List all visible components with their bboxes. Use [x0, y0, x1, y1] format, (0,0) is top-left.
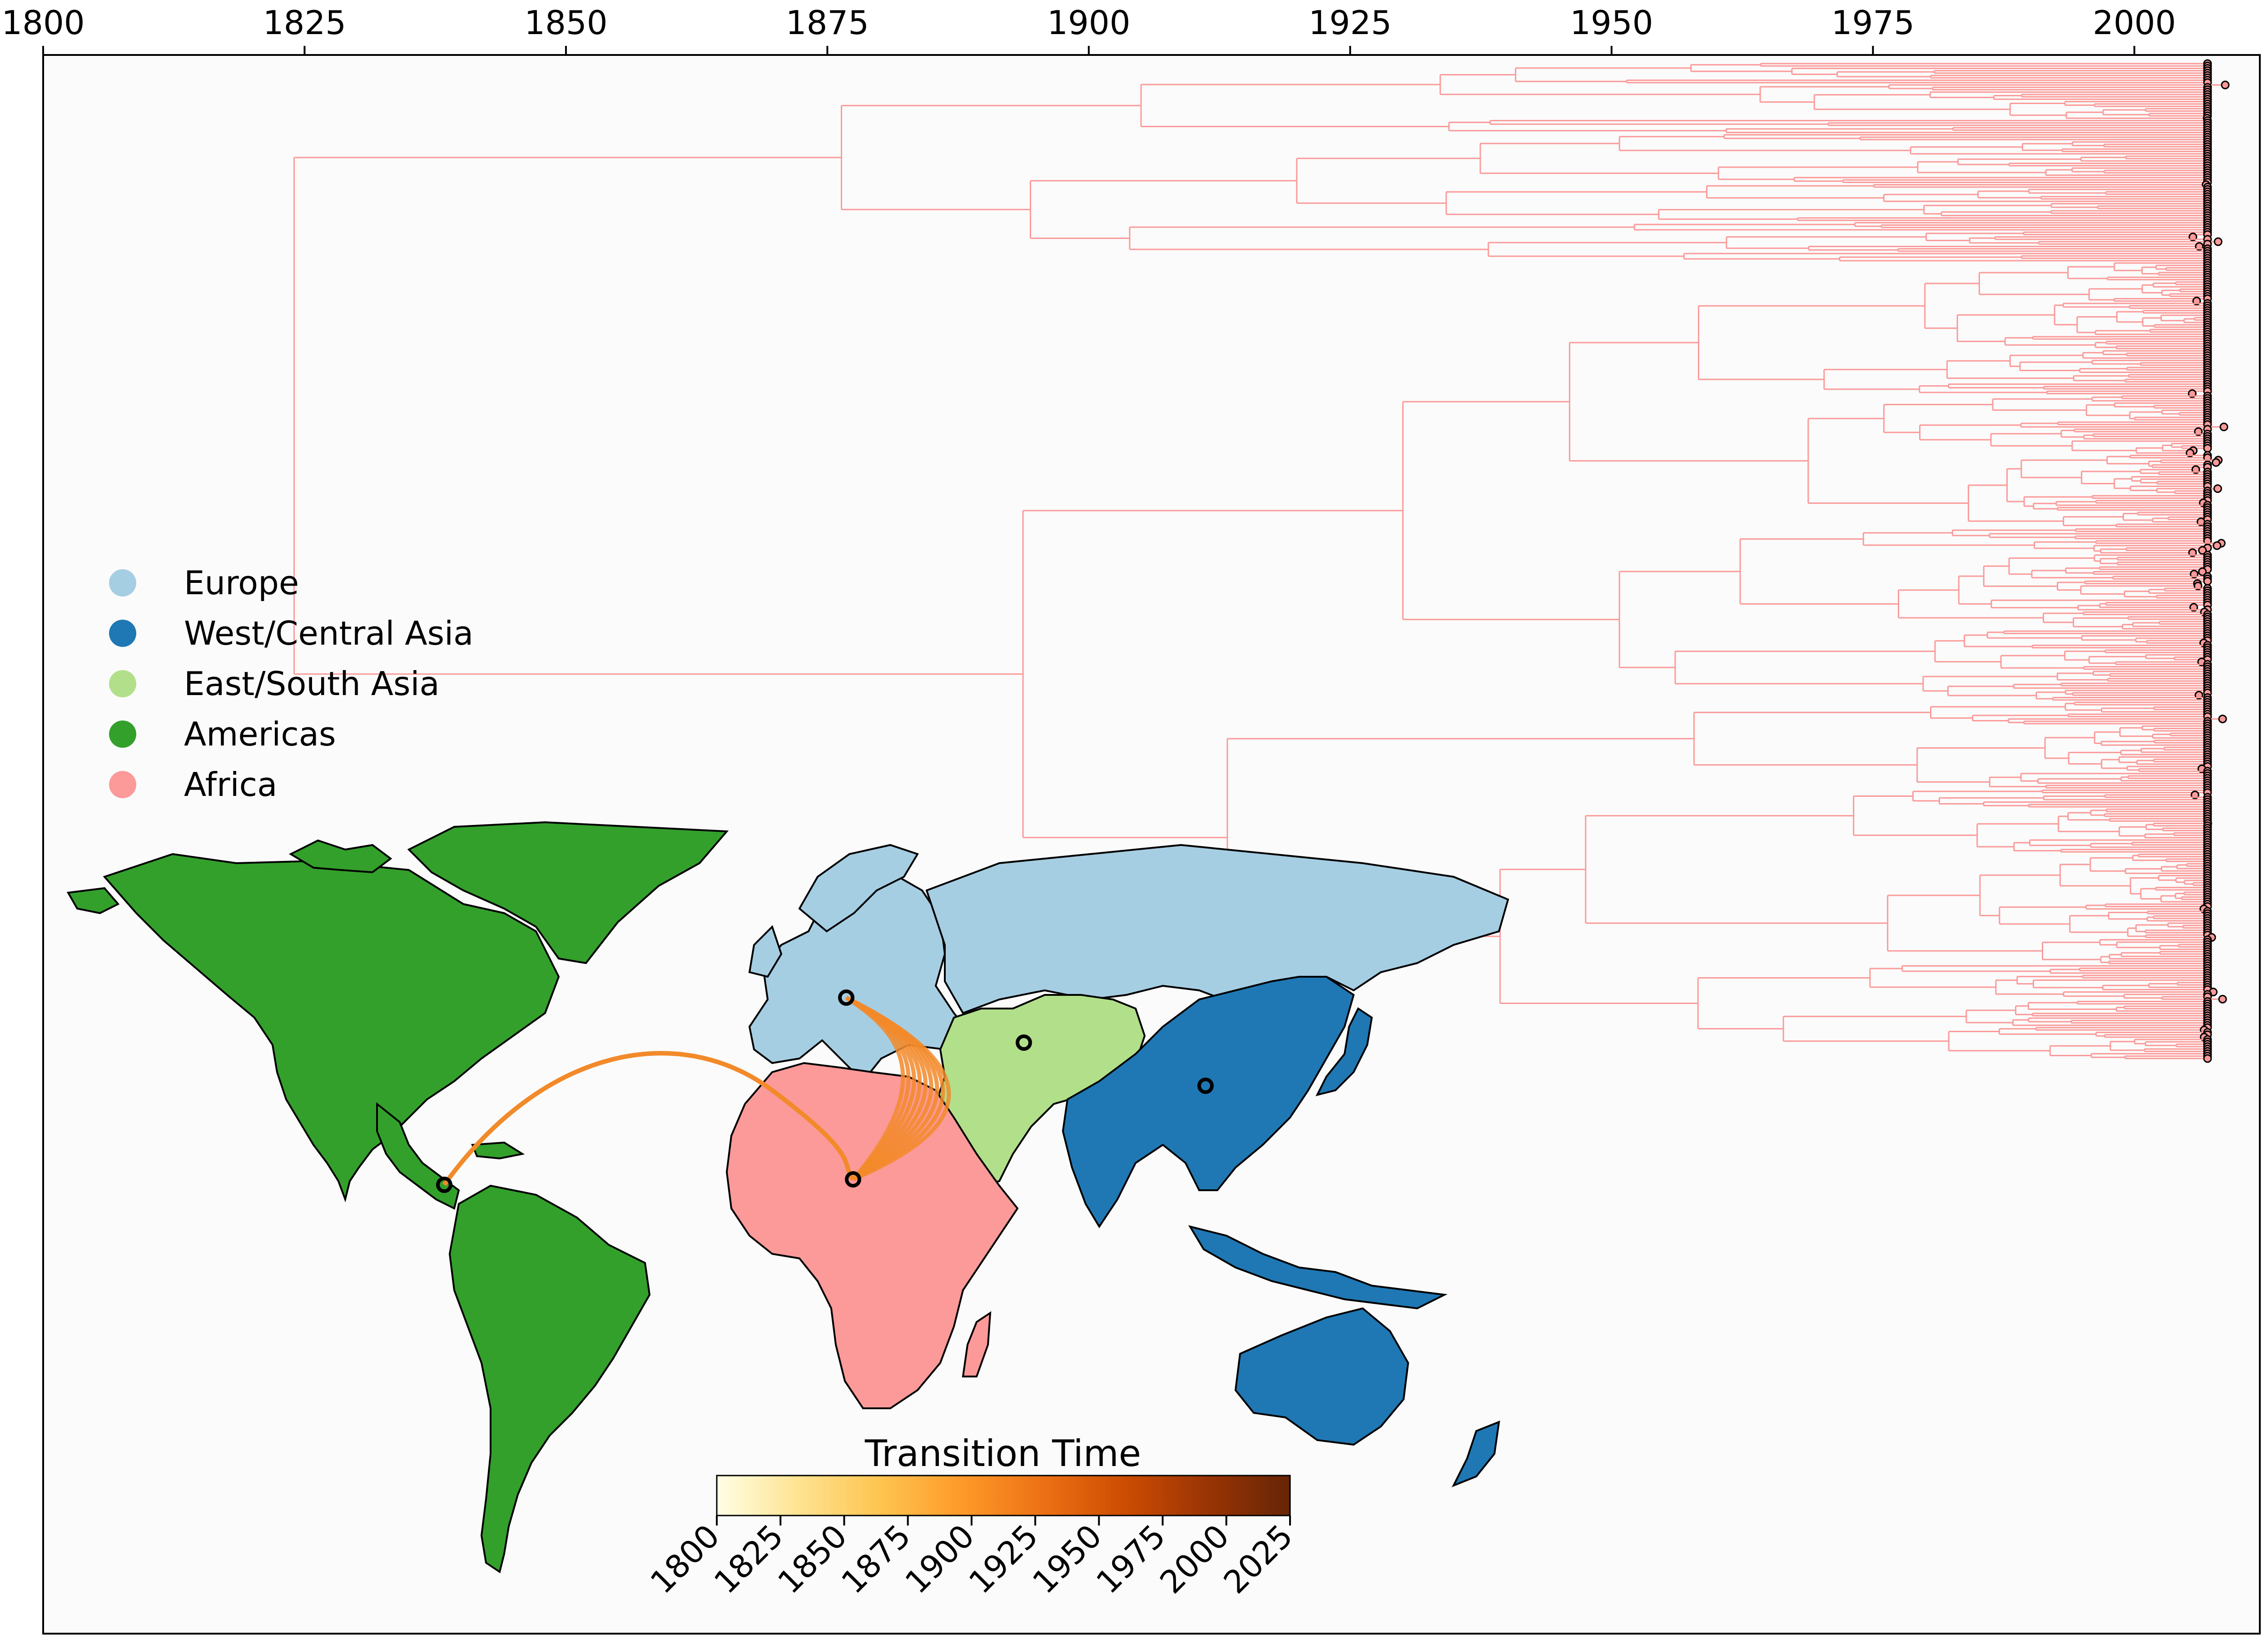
- axis-tick-label: 1850: [524, 4, 607, 42]
- transition-arc-europe-africa: [845, 995, 951, 1182]
- axis-tick-label: 2000: [2093, 4, 2176, 42]
- map-europe: [748, 871, 974, 1083]
- legend-marker-1: [109, 620, 136, 647]
- tree-tip: [2203, 576, 2212, 586]
- phylogenetic-tree: [293, 59, 2230, 1063]
- axis-tick-label: 1900: [1047, 4, 1130, 42]
- map-british-isles: [748, 925, 783, 978]
- tree-tip: [2221, 80, 2230, 89]
- tree-tip: [2203, 444, 2212, 453]
- location-marker-west-central-asia: [1197, 1078, 1214, 1094]
- tree-tip: [2219, 422, 2228, 432]
- axis-tick-label: 1800: [1, 4, 84, 42]
- transition-arcs: [442, 995, 951, 1186]
- legend-label: Europe: [184, 564, 299, 602]
- time-axis: 1800 1825 1850 1875 1900 1925 1950 1975 2000: [1, 4, 2176, 55]
- map-alaska-west: [66, 887, 120, 914]
- world-map: [66, 821, 1509, 1574]
- colorbar-title: Transition Time: [864, 1432, 1141, 1475]
- axis-tick-label: 1825: [263, 4, 346, 42]
- colorbar-bar: [716, 1475, 1291, 1516]
- map-indonesia: [1188, 1225, 1448, 1310]
- map-west-central-asia: [1062, 976, 1355, 1228]
- legend-marker-4: [109, 771, 136, 798]
- location-marker-europe: [838, 989, 854, 1006]
- axis-tick-label: 1975: [1831, 4, 1915, 42]
- map-scandinavia: [798, 844, 919, 933]
- legend-marker-3: [109, 721, 136, 748]
- tree-tip: [2203, 1054, 2212, 1063]
- map-greenland: [407, 821, 729, 964]
- tree-tip: [2218, 715, 2227, 724]
- map-north-america: [103, 853, 560, 1203]
- legend-label: East/South Asia: [184, 665, 440, 703]
- location-marker-africa: [845, 1171, 861, 1188]
- legend-marker-2: [109, 670, 136, 697]
- legend-label: Americas: [184, 715, 336, 753]
- map-new-zealand: [1451, 1420, 1500, 1487]
- tree-tip: [2213, 237, 2223, 246]
- legend-label: West/Central Asia: [184, 614, 473, 652]
- tree-tip: [2218, 994, 2227, 1004]
- axis-tick-label: 1875: [786, 4, 869, 42]
- axis-tick-label: 1925: [1309, 4, 1392, 42]
- tree-tip: [2213, 484, 2222, 493]
- region-legend: Europe West/Central Asia East/South Asia Am…: [109, 564, 473, 804]
- axis-tick-label: 1950: [1570, 4, 1653, 42]
- map-australia: [1234, 1307, 1409, 1446]
- location-marker-east-south-asia: [1016, 1034, 1032, 1051]
- map-caribbean: [471, 1141, 525, 1160]
- location-marker-americas: [436, 1177, 452, 1193]
- tree-tip: [2198, 567, 2207, 576]
- tree-tip: [2213, 541, 2222, 550]
- map-arctic-islands: [288, 839, 392, 874]
- transition-arc-americas-africa: [442, 1051, 855, 1186]
- legend-label: Africa: [184, 765, 277, 804]
- legend-marker-0: [109, 569, 136, 596]
- tree-tip: [2212, 458, 2221, 467]
- plot-frame: [42, 54, 2261, 1635]
- map-south-america: [448, 1184, 651, 1574]
- map-madagascar: [962, 1311, 992, 1377]
- tree-tip: [2198, 546, 2207, 555]
- map-japan: [1315, 1007, 1373, 1096]
